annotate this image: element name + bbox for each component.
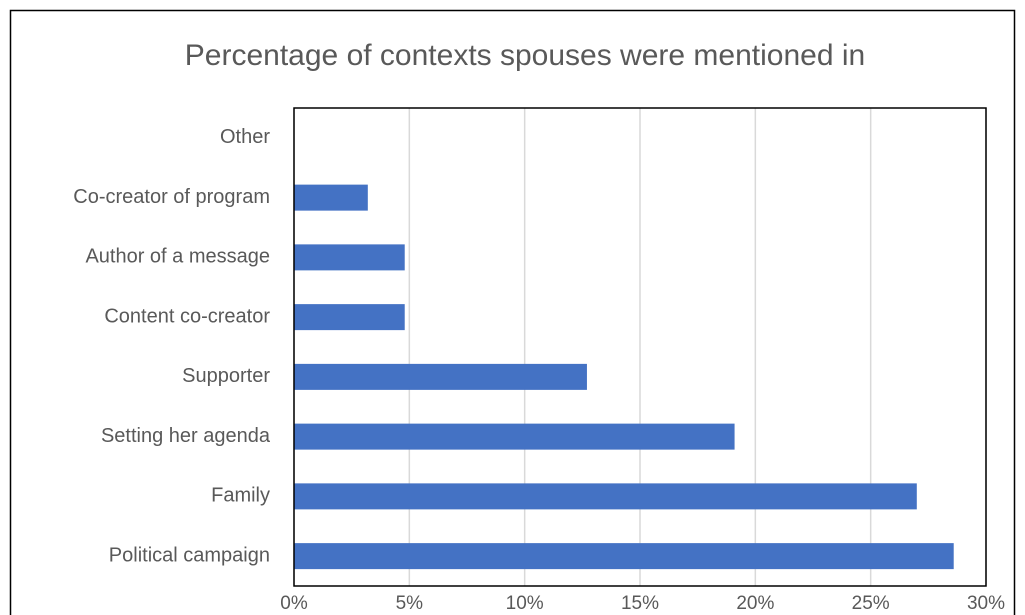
x-tick-label: 5%	[396, 593, 424, 614]
y-tick-label: Other	[220, 126, 270, 148]
y-tick-label: Author of a message	[85, 246, 270, 268]
x-tick-label: 25%	[852, 593, 890, 614]
x-tick-label: 0%	[280, 593, 308, 614]
bar	[294, 423, 735, 450]
x-tick-label: 10%	[506, 593, 544, 614]
x-tick-label: 30%	[967, 593, 1005, 614]
bar	[294, 543, 954, 570]
bars	[294, 184, 954, 570]
plot-border	[293, 107, 987, 587]
x-tick-label: 20%	[736, 593, 774, 614]
x-tick-label: 15%	[621, 593, 659, 614]
y-tick-label: Content co-creator	[104, 305, 270, 327]
bar	[294, 483, 917, 510]
bar	[294, 304, 405, 331]
y-tick-label: Co-creator of program	[73, 186, 270, 208]
bar	[294, 244, 405, 271]
bar	[294, 184, 368, 211]
y-tick-label: Setting her agenda	[101, 425, 271, 447]
bar	[294, 363, 587, 390]
y-tick-label: Supporter	[182, 365, 270, 387]
chart-frame	[9, 9, 1016, 615]
y-tick-label: Political campaign	[109, 544, 270, 566]
y-tick-label: Family	[211, 485, 270, 507]
chart-title: Percentage of contexts spouses were ment…	[185, 39, 865, 72]
